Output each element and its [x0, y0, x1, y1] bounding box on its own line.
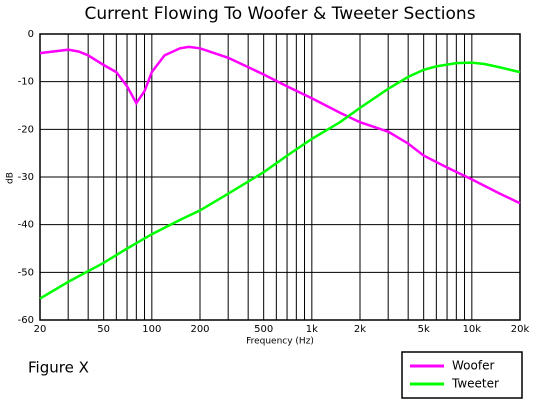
x-tick-label: 20k — [511, 324, 530, 335]
x-tick-label: 500 — [254, 324, 273, 335]
x-tick-label: 10k — [463, 324, 482, 335]
x-tick-label: 1k — [306, 324, 318, 335]
y-tick-label: -50 — [18, 267, 34, 278]
series-line — [39, 45, 521, 205]
legend-label: Woofer — [452, 359, 494, 373]
chart-title: Current Flowing To Woofer & Tweeter Sect… — [84, 4, 475, 24]
x-tick-label: 20 — [34, 324, 47, 335]
annotation: Figure X — [28, 359, 89, 377]
legend-label: Tweeter — [451, 377, 499, 391]
series-line — [39, 61, 521, 300]
y-tick-label: -10 — [18, 77, 34, 88]
x-axis-label: Frequency (Hz) — [246, 337, 314, 347]
x-tick-label: 100 — [142, 324, 161, 335]
y-tick-label: 0 — [28, 29, 34, 40]
y-axis-label: dB — [6, 172, 16, 184]
x-tick-label: 5k — [418, 324, 430, 335]
plot-border — [39, 33, 521, 321]
x-tick-label: 200 — [190, 324, 209, 335]
x-tick-label: 50 — [97, 324, 110, 335]
y-tick-label: -20 — [18, 124, 34, 135]
y-tick-label: -30 — [18, 172, 34, 183]
x-tick-label: 2k — [354, 324, 366, 335]
y-tick-label: -40 — [18, 220, 34, 231]
y-tick-label: -60 — [18, 315, 34, 326]
legend-box — [401, 351, 523, 399]
